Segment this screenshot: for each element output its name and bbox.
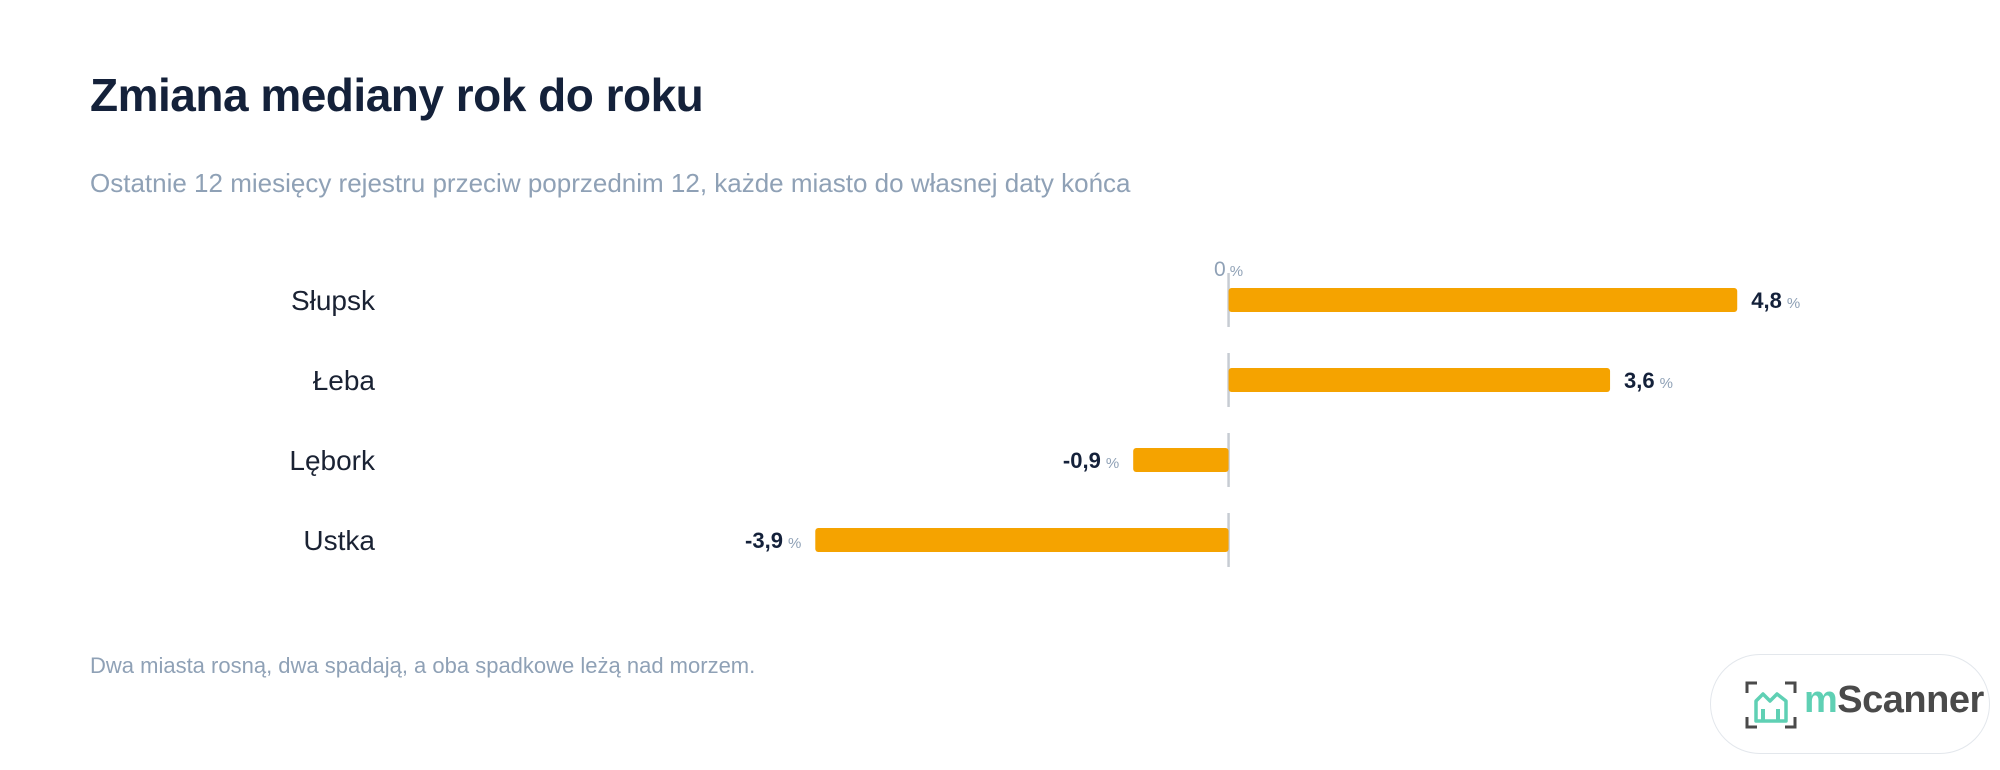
logo-rest-text: Scanner	[1837, 679, 1984, 721]
category-label: Ustka	[303, 525, 375, 556]
category-label: Lębork	[289, 445, 376, 476]
house-frame-icon	[1745, 681, 1797, 729]
bar-chart: 0 % Słupsk 4,8 % Łeba 3,6 % Lębork -0,9 % Ustka -3,9…	[289, 258, 1800, 567]
chart-note: Dwa miasta rosną, dwa spadają, a oba spa…	[90, 653, 756, 678]
category-label: Łeba	[313, 365, 376, 396]
bar	[1228, 288, 1738, 312]
bar	[815, 528, 1229, 552]
data-label: 3,6%	[1624, 368, 1673, 393]
category-label: Słupsk	[291, 285, 376, 316]
logo-wordmark: mScanner	[1804, 679, 1984, 722]
bar	[1228, 368, 1611, 392]
zero-tick-label: 0%	[1214, 258, 1243, 281]
bar	[1133, 448, 1229, 472]
mscanner-logo: mScanner	[1710, 654, 1990, 754]
data-label: -0,9%	[1063, 448, 1119, 473]
data-label: -3,9%	[745, 528, 801, 553]
chart-subtitle: Ostatnie 12 miesięcy rejestru przeciw po…	[90, 168, 1131, 198]
chart-title: Zmiana mediany rok do roku	[90, 69, 704, 121]
data-label: 4,8%	[1751, 288, 1800, 313]
logo-accent-text: m	[1804, 679, 1838, 721]
